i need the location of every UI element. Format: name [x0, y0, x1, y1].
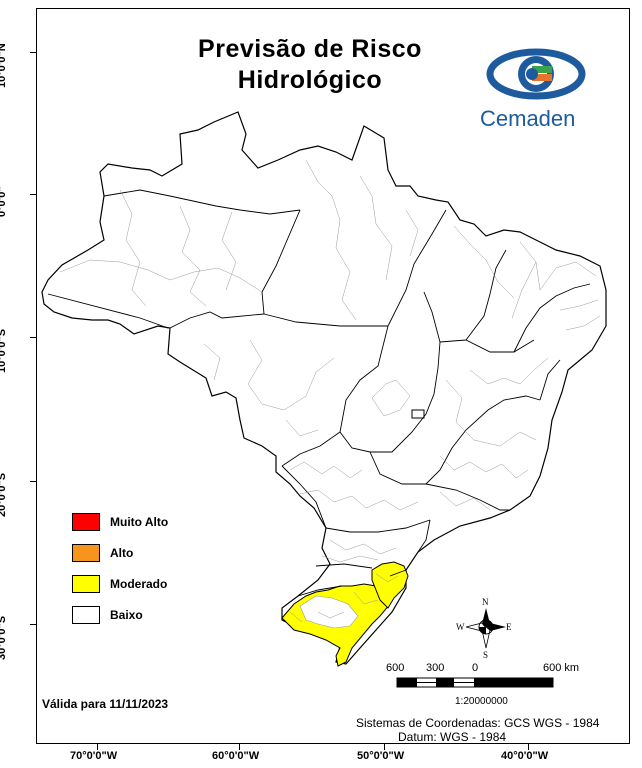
lon-label-60w: 60°0'0"W [212, 750, 260, 762]
legend-item-baixo: Baixo [72, 599, 168, 630]
legend-swatch [72, 605, 100, 624]
legend-label: Moderado [110, 576, 168, 591]
legend-label: Muito Alto [110, 514, 169, 529]
state-borders [47, 189, 591, 597]
lat-tick [30, 194, 36, 195]
legend-swatch [72, 574, 100, 593]
sc-interior-low-risk [299, 595, 359, 629]
scale-label-300: 300 [426, 662, 445, 674]
map-title: Previsão de Risco Hidrológico [150, 34, 470, 96]
lon-tick [239, 744, 240, 750]
map-frame [36, 8, 630, 744]
municipal-borders [59, 159, 601, 623]
compass-n: N [482, 597, 489, 607]
datum-text: Datum: WGS - 1984 [398, 730, 507, 744]
legend-item-alto: Alto [72, 537, 168, 568]
lon-label-40w: 40°0'0"W [501, 750, 549, 762]
brazil-country [41, 111, 607, 667]
scale-ratio: 1:20000000 [455, 696, 508, 707]
north-arrow-icon: N S E W [456, 597, 512, 660]
compass-e: E [506, 622, 512, 632]
scale-label-600-km: 600 km [543, 662, 580, 674]
compass-s: S [483, 650, 488, 660]
scale-label-600-left: 600 [386, 662, 405, 674]
legend-label: Alto [110, 545, 134, 560]
legend: Muito Alto Alto Moderado Baixo [72, 506, 168, 630]
distrito-federal [411, 409, 425, 419]
scale-bar [396, 677, 554, 688]
valid-date-text: Válida para 11/11/2023 [42, 697, 169, 711]
legend-label: Baixo [110, 607, 143, 622]
legend-item-muito-alto: Muito Alto [72, 506, 168, 537]
brazil-outline [41, 111, 607, 665]
map-title-line2: Hidrológico [237, 66, 383, 94]
legend-item-moderado: Moderado [72, 568, 168, 599]
compass-w: W [456, 622, 465, 632]
lon-tick [384, 744, 385, 750]
lat-tick [30, 337, 36, 338]
cemaden-logo-text: Cemaden [480, 106, 576, 131]
lat-tick [30, 52, 36, 53]
santa-catarina [371, 561, 409, 609]
cemaden-logo-icon [486, 48, 586, 100]
lon-label-70w: 70°0'0"W [70, 750, 118, 762]
scale-label-0: 0 [472, 662, 479, 674]
legend-swatch [72, 512, 100, 531]
coordinate-system-text: Sistemas de Coordenadas: GCS WGS - 1984 [356, 716, 600, 730]
lat-tick [30, 624, 36, 625]
coordinate-system-note: Sistemas de Coordenadas: GCS WGS - 1984 … [356, 716, 599, 744]
lat-tick [30, 481, 36, 482]
legend-swatch [72, 543, 100, 562]
map-title-line1: Previsão de Risco [198, 35, 422, 63]
lon-tick [528, 744, 529, 750]
lon-tick [97, 744, 98, 750]
lon-label-50w: 50°0'0"W [357, 750, 405, 762]
